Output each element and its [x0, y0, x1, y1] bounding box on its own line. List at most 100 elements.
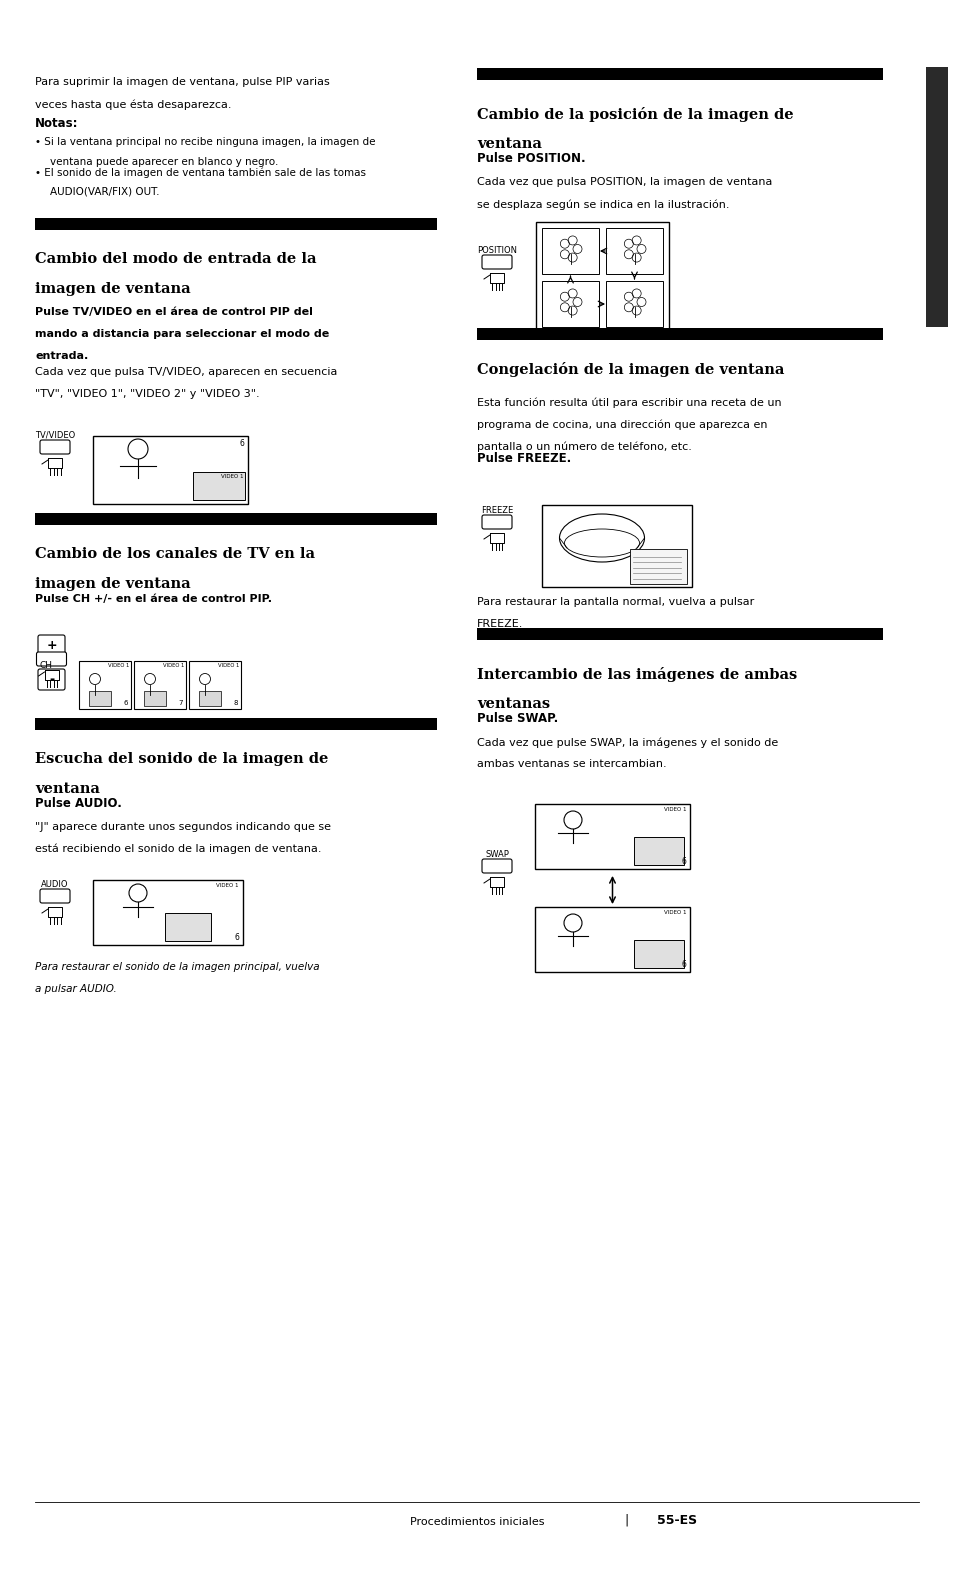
Text: 6: 6: [680, 857, 685, 866]
Bar: [925, 68, 947, 327]
Bar: [79, 660, 131, 709]
Polygon shape: [490, 533, 503, 542]
FancyBboxPatch shape: [481, 516, 512, 530]
Bar: [634, 940, 683, 968]
Text: Para restaurar la pantalla normal, vuelva a pulsar: Para restaurar la pantalla normal, vuelv…: [476, 597, 754, 607]
Bar: [476, 68, 882, 80]
Bar: [35, 512, 436, 525]
Bar: [605, 228, 662, 274]
Text: Pulse AUDIO.: Pulse AUDIO.: [35, 797, 122, 810]
Text: "TV", "VIDEO 1", "VIDEO 2" y "VIDEO 3".: "TV", "VIDEO 1", "VIDEO 2" y "VIDEO 3".: [35, 388, 259, 399]
Text: Cada vez que pulsa TV/VIDEO, aparecen en secuencia: Cada vez que pulsa TV/VIDEO, aparecen en…: [35, 366, 337, 377]
Text: Cambio de los canales de TV en la: Cambio de los canales de TV en la: [35, 547, 314, 561]
Bar: [536, 222, 668, 333]
Polygon shape: [48, 457, 62, 468]
Text: a pulsar AUDIO.: a pulsar AUDIO.: [35, 984, 116, 994]
Bar: [144, 692, 166, 706]
Text: Congelación de la imagen de ventana: Congelación de la imagen de ventana: [476, 362, 783, 377]
Text: ventana: ventana: [35, 781, 100, 795]
Bar: [35, 219, 436, 230]
FancyBboxPatch shape: [481, 255, 512, 269]
Text: VIDEO 1: VIDEO 1: [216, 883, 239, 888]
Text: Pulse CH +/- en el área de control PIP.: Pulse CH +/- en el área de control PIP.: [35, 594, 272, 604]
Bar: [92, 880, 243, 945]
Text: VIDEO 1: VIDEO 1: [217, 663, 239, 668]
Text: ventana: ventana: [476, 137, 541, 151]
Bar: [199, 692, 221, 706]
Text: se desplaza según se indica en la ilustración.: se desplaza según se indica en la ilustr…: [476, 200, 729, 209]
Text: Cambio del modo de entrada de la: Cambio del modo de entrada de la: [35, 252, 316, 266]
Text: Pulse SWAP.: Pulse SWAP.: [476, 712, 558, 725]
Text: +: +: [46, 638, 57, 652]
Bar: [605, 281, 662, 327]
Bar: [92, 435, 248, 505]
Bar: [634, 836, 683, 865]
Bar: [629, 549, 686, 585]
Text: entrada.: entrada.: [35, 351, 89, 362]
Bar: [35, 718, 436, 729]
Text: 8: 8: [233, 700, 237, 706]
Text: 6: 6: [680, 960, 685, 968]
Text: veces hasta que ésta desaparezca.: veces hasta que ésta desaparezca.: [35, 99, 232, 110]
Text: Cada vez que pulsa POSITION, la imagen de ventana: Cada vez que pulsa POSITION, la imagen d…: [476, 178, 772, 187]
Text: pantalla o un número de teléfono, etc.: pantalla o un número de teléfono, etc.: [476, 442, 691, 451]
Text: "J" aparece durante unos segundos indicando que se: "J" aparece durante unos segundos indica…: [35, 822, 331, 832]
Text: 6: 6: [239, 439, 244, 448]
Text: está recibiendo el sonido de la imagen de ventana.: está recibiendo el sonido de la imagen d…: [35, 844, 321, 855]
Text: 7: 7: [178, 700, 183, 706]
Text: • El sonido de la imagen de ventana también sale de las tomas: • El sonido de la imagen de ventana tamb…: [35, 167, 366, 178]
Text: Para suprimir la imagen de ventana, pulse PIP varias: Para suprimir la imagen de ventana, puls…: [35, 77, 330, 86]
Polygon shape: [48, 907, 62, 916]
Text: imagen de ventana: imagen de ventana: [35, 577, 191, 591]
Text: VIDEO 1: VIDEO 1: [662, 910, 685, 915]
Text: CH: CH: [39, 660, 52, 670]
Polygon shape: [490, 877, 503, 887]
Text: Para restaurar el sonido de la imagen principal, vuelva: Para restaurar el sonido de la imagen pr…: [35, 962, 319, 971]
FancyBboxPatch shape: [38, 670, 65, 690]
Bar: [535, 803, 689, 869]
Bar: [193, 472, 245, 500]
Bar: [89, 692, 111, 706]
Bar: [165, 913, 211, 942]
Text: Notas:: Notas:: [35, 116, 78, 130]
Text: |: |: [624, 1514, 628, 1526]
Text: VIDEO 1: VIDEO 1: [220, 475, 243, 479]
Text: Pulse FREEZE.: Pulse FREEZE.: [476, 453, 571, 465]
Bar: [535, 907, 689, 971]
Text: FREEZE.: FREEZE.: [476, 619, 523, 629]
Bar: [189, 660, 241, 709]
Bar: [541, 281, 598, 327]
Text: FREEZE: FREEZE: [480, 506, 513, 516]
Text: Cambio de la posición de la imagen de: Cambio de la posición de la imagen de: [476, 107, 793, 123]
Text: mando a distancia para seleccionar el modo de: mando a distancia para seleccionar el mo…: [35, 329, 329, 340]
Text: Cada vez que pulse SWAP, la imágenes y el sonido de: Cada vez que pulse SWAP, la imágenes y e…: [476, 737, 778, 748]
Text: 55-ES: 55-ES: [657, 1514, 697, 1526]
Text: SWAP: SWAP: [484, 850, 508, 858]
Text: TV/VIDEO: TV/VIDEO: [35, 431, 75, 440]
Text: Escucha del sonido de la imagen de: Escucha del sonido de la imagen de: [35, 751, 328, 766]
FancyBboxPatch shape: [38, 635, 65, 656]
FancyBboxPatch shape: [481, 858, 512, 872]
Text: imagen de ventana: imagen de ventana: [35, 281, 191, 296]
FancyBboxPatch shape: [40, 440, 70, 454]
Text: Procedimientos iniciales: Procedimientos iniciales: [410, 1517, 543, 1526]
Text: 6: 6: [123, 700, 128, 706]
Text: AUDIO: AUDIO: [41, 880, 69, 890]
Text: • Si la ventana principal no recibe ninguna imagen, la imagen de: • Si la ventana principal no recibe ning…: [35, 137, 375, 148]
Polygon shape: [45, 670, 58, 681]
Text: ventana puede aparecer en blanco y negro.: ventana puede aparecer en blanco y negro…: [50, 157, 278, 167]
Text: VIDEO 1: VIDEO 1: [162, 663, 184, 668]
Text: 6: 6: [233, 934, 239, 942]
Text: programa de cocina, una dirección que aparezca en: programa de cocina, una dirección que ap…: [476, 420, 767, 429]
Polygon shape: [490, 274, 503, 283]
Text: Esta función resulta útil para escribir una receta de un: Esta función resulta útil para escribir …: [476, 398, 781, 407]
Text: VIDEO 1: VIDEO 1: [662, 806, 685, 813]
Bar: [476, 329, 882, 340]
Bar: [541, 228, 598, 274]
Text: Pulse POSITION.: Pulse POSITION.: [476, 152, 585, 165]
Bar: [133, 660, 186, 709]
FancyBboxPatch shape: [36, 652, 67, 667]
Text: ambas ventanas se intercambian.: ambas ventanas se intercambian.: [476, 759, 666, 769]
Text: POSITION: POSITION: [476, 245, 517, 255]
Text: ventanas: ventanas: [476, 696, 550, 711]
